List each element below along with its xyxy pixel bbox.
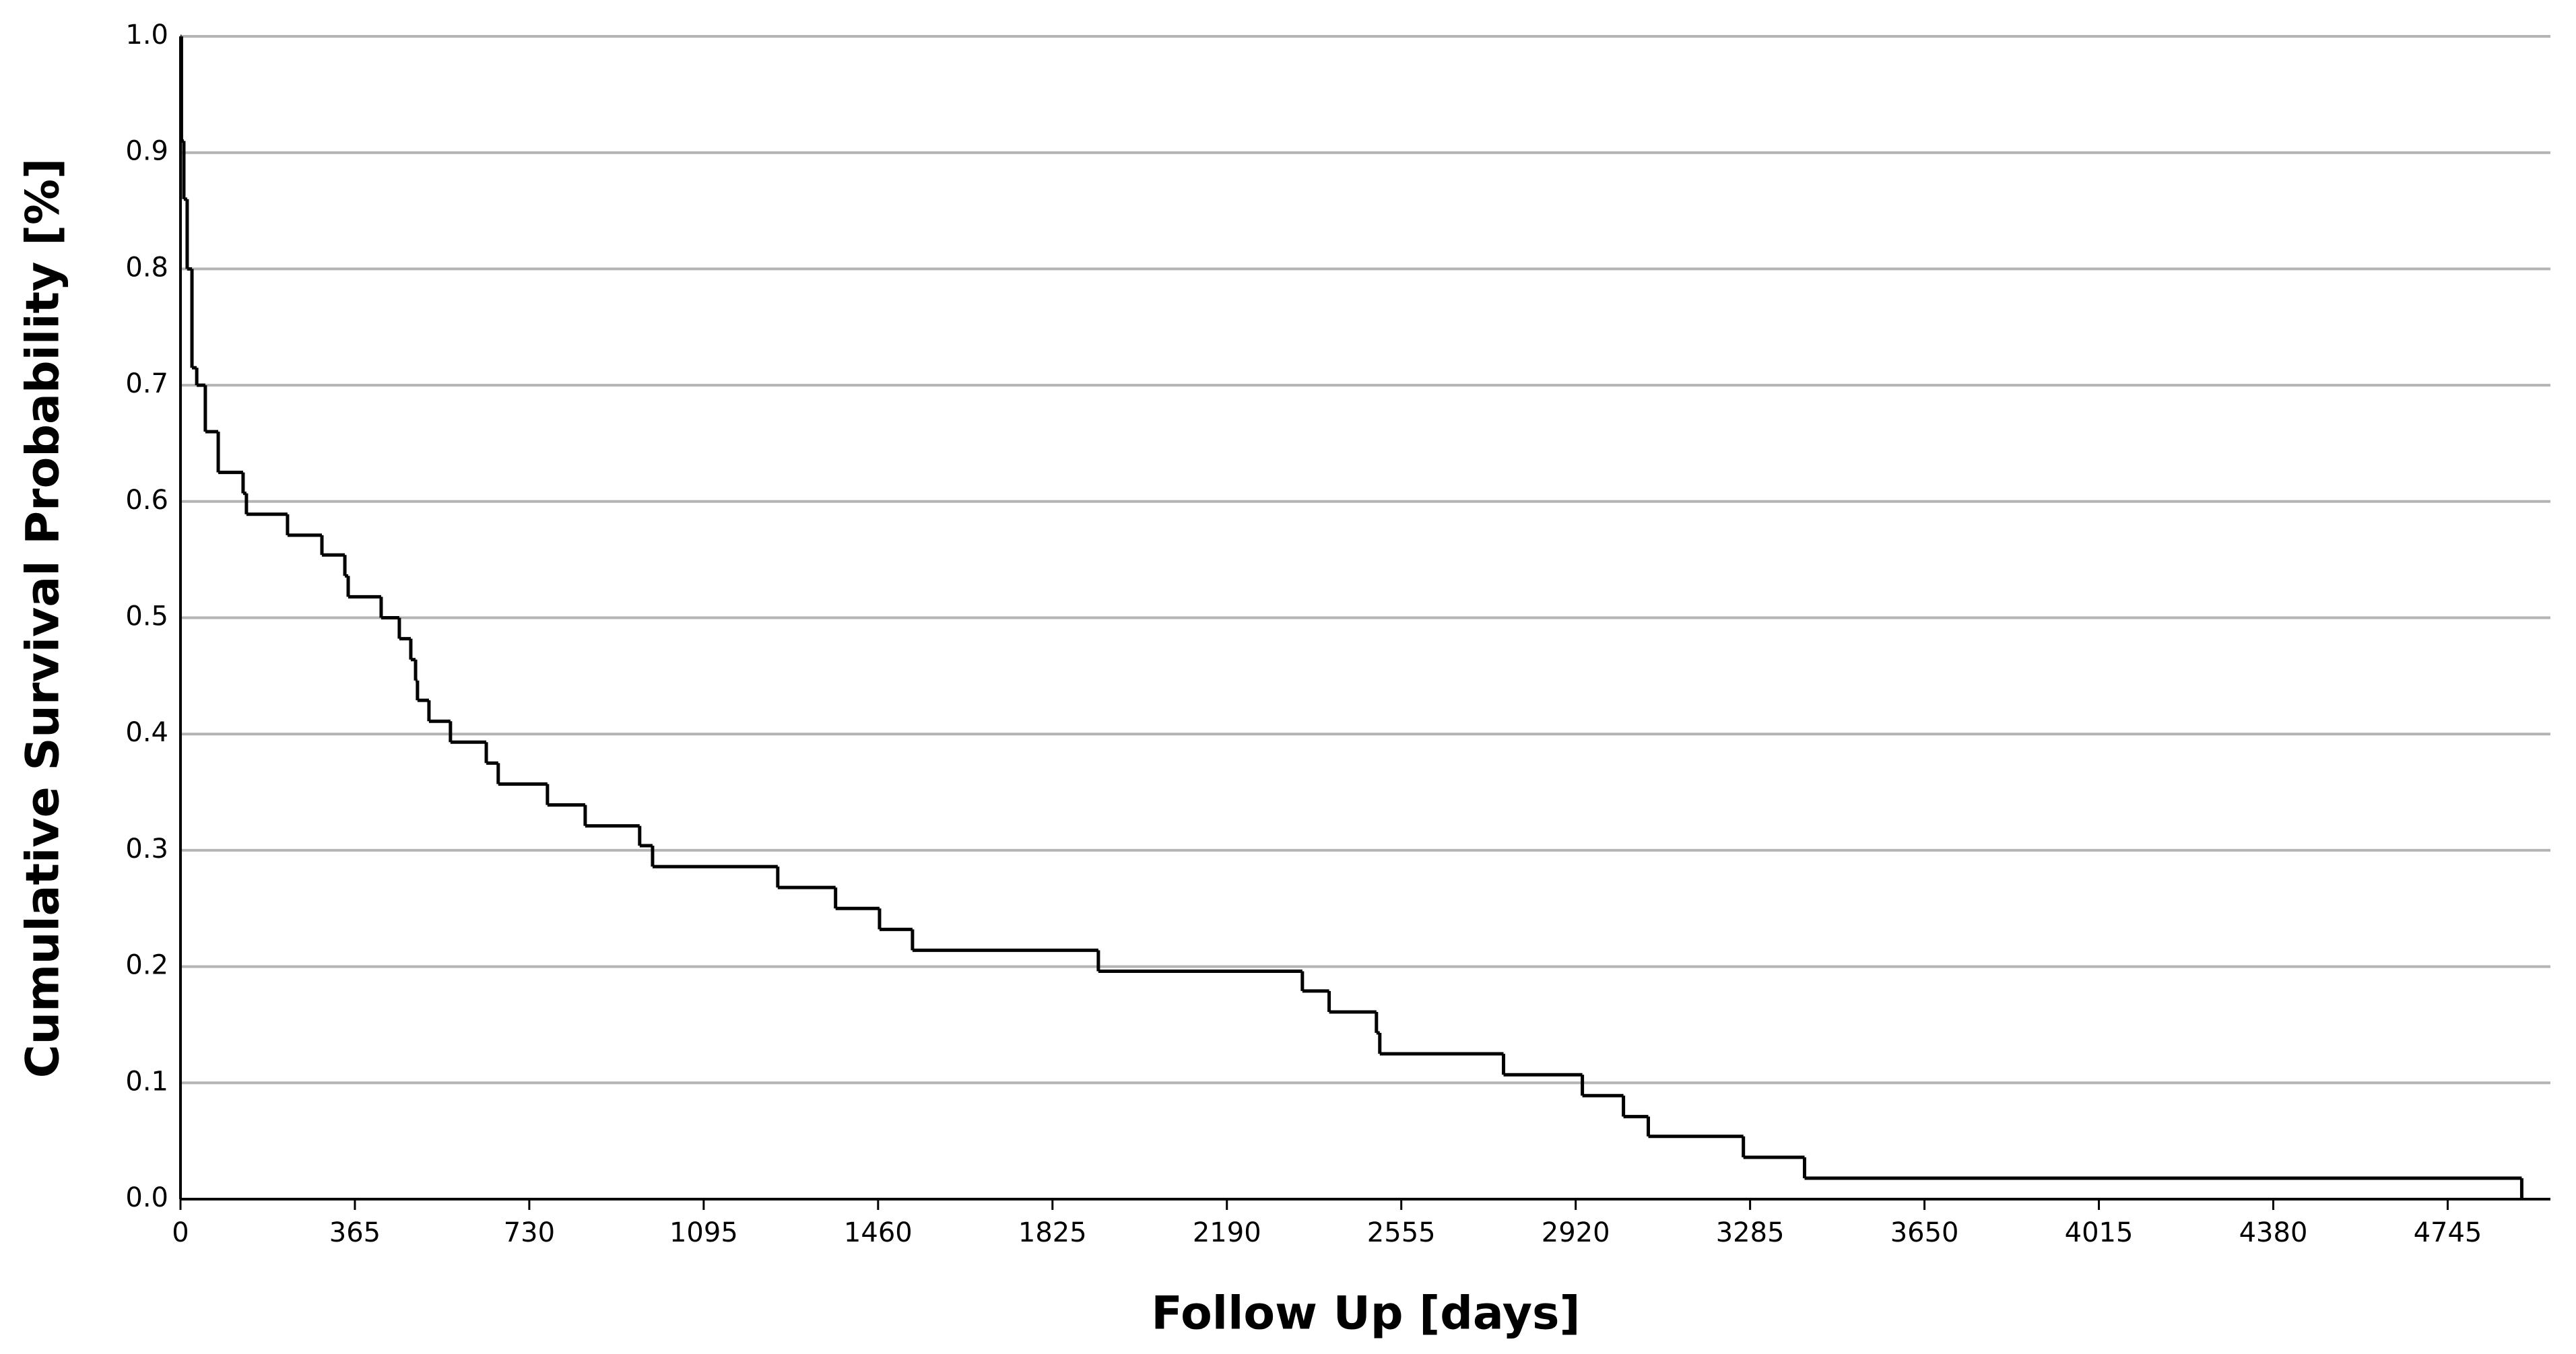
y-tick-label: 0.6: [125, 485, 168, 516]
y-tick-label: 0.1: [125, 1066, 168, 1097]
y-tick-label: 0.9: [125, 136, 168, 167]
y-tick-label: 0.7: [125, 368, 168, 399]
y-axis-title: Cumulative Survival Probability [%]: [17, 158, 70, 1079]
y-tick-label: 0.3: [125, 834, 168, 865]
y-tick-label: 0.8: [125, 252, 168, 283]
y-tick-label: 0.0: [125, 1182, 168, 1213]
x-tick-label: 365: [329, 1217, 381, 1248]
y-tick-label: 0.5: [125, 601, 168, 632]
x-tick-label: 0: [172, 1217, 189, 1248]
x-tick-label: 3650: [1890, 1217, 1959, 1248]
x-tick-label: 1825: [1018, 1217, 1087, 1248]
x-axis-title: Follow Up [days]: [1151, 1287, 1580, 1341]
x-tick-label: 1095: [669, 1217, 738, 1248]
x-tick-label: 4745: [2414, 1217, 2482, 1248]
y-tick-label: 0.4: [125, 717, 168, 748]
y-tick-label: 1.0: [125, 20, 168, 50]
x-tick-label: 2555: [1367, 1217, 1436, 1248]
y-tick-label: 0.2: [125, 950, 168, 981]
x-tick-label: 1460: [844, 1217, 913, 1248]
x-tick-label: 4015: [2065, 1217, 2134, 1248]
x-tick-label: 4380: [2239, 1217, 2308, 1248]
x-tick-label: 730: [504, 1217, 555, 1248]
x-tick-label: 2920: [1542, 1217, 1610, 1248]
x-tick-label: 3285: [1716, 1217, 1785, 1248]
x-tick-label: 2190: [1193, 1217, 1261, 1248]
